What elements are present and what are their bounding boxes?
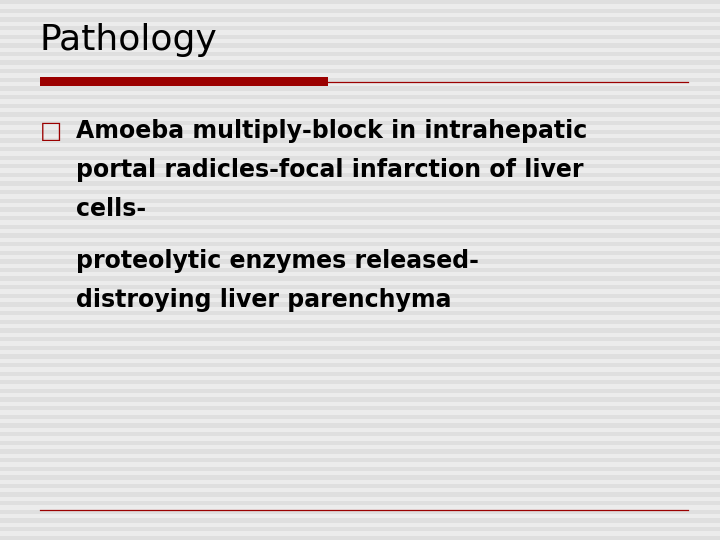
Bar: [0, 294, 720, 298]
Bar: [0, 320, 720, 324]
Bar: [0, 104, 720, 108]
Text: portal radicles-focal infarction of liver: portal radicles-focal infarction of live…: [76, 158, 583, 181]
Bar: [0, 484, 720, 488]
Bar: [0, 510, 720, 514]
Bar: [0, 285, 720, 289]
Text: □: □: [40, 119, 62, 143]
Bar: [0, 397, 720, 402]
Bar: [0, 276, 720, 281]
Bar: [0, 536, 720, 540]
Bar: [0, 207, 720, 212]
Bar: [0, 268, 720, 272]
Bar: [0, 156, 720, 160]
Text: distroying liver parenchyma: distroying liver parenchyma: [76, 288, 451, 312]
Bar: [0, 26, 720, 30]
Bar: [0, 441, 720, 445]
Bar: [0, 199, 720, 203]
Bar: [0, 225, 720, 229]
Text: Amoeba multiply-block in intrahepatic: Amoeba multiply-block in intrahepatic: [76, 119, 587, 143]
Bar: [0, 181, 720, 186]
Bar: [0, 432, 720, 436]
Bar: [0, 78, 720, 82]
Bar: [0, 69, 720, 73]
Bar: [0, 216, 720, 220]
Bar: [0, 501, 720, 505]
Bar: [0, 147, 720, 151]
Bar: [0, 406, 720, 410]
Bar: [0, 86, 720, 91]
Bar: [0, 527, 720, 531]
Bar: [0, 164, 720, 168]
Bar: [0, 43, 720, 48]
Bar: [0, 259, 720, 264]
Bar: [0, 372, 720, 376]
Bar: [0, 233, 720, 238]
Bar: [0, 346, 720, 350]
Bar: [0, 415, 720, 419]
Bar: [0, 380, 720, 384]
Bar: [0, 95, 720, 99]
Bar: [0, 518, 720, 523]
Bar: [0, 242, 720, 246]
Bar: [0, 138, 720, 143]
Bar: [0, 467, 720, 471]
Bar: [0, 449, 720, 454]
Text: proteolytic enzymes released-: proteolytic enzymes released-: [76, 249, 479, 273]
Bar: [0, 52, 720, 56]
Bar: [0, 173, 720, 177]
Bar: [0, 35, 720, 39]
Text: cells-: cells-: [76, 197, 145, 220]
Bar: [40, 77, 328, 86]
Bar: [0, 475, 720, 480]
Bar: [0, 130, 720, 134]
Bar: [0, 423, 720, 428]
Bar: [0, 190, 720, 194]
Bar: [0, 458, 720, 462]
Bar: [0, 492, 720, 497]
Bar: [0, 251, 720, 255]
Bar: [0, 60, 720, 65]
Bar: [0, 9, 720, 13]
Bar: [0, 112, 720, 117]
Bar: [0, 337, 720, 341]
Bar: [0, 328, 720, 333]
Bar: [0, 354, 720, 359]
Bar: [0, 389, 720, 393]
Bar: [0, 363, 720, 367]
Bar: [0, 121, 720, 125]
Text: Pathology: Pathology: [40, 23, 217, 57]
Bar: [0, 0, 720, 4]
Bar: [0, 302, 720, 307]
Bar: [0, 17, 720, 22]
Bar: [0, 311, 720, 315]
